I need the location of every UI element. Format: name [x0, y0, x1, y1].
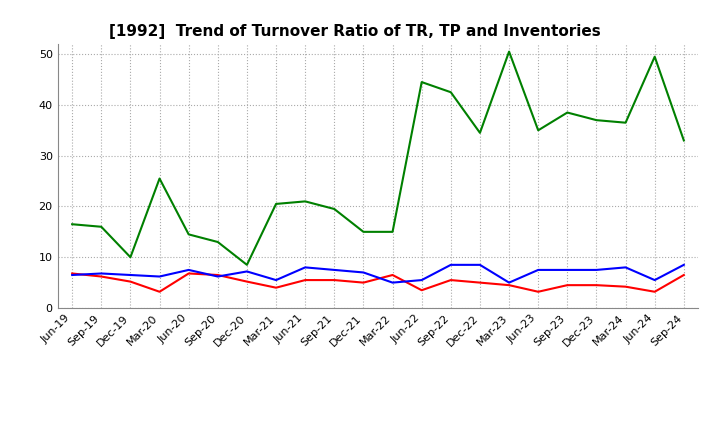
Trade Receivables: [388, 272, 397, 278]
Trade Payables: [330, 267, 338, 272]
Inventories: [476, 130, 485, 136]
Inventories: [213, 239, 222, 245]
Inventories: [330, 206, 338, 212]
Trade Receivables: [680, 272, 688, 278]
Trade Payables: [156, 274, 164, 279]
Trade Payables: [359, 270, 368, 275]
Trade Payables: [126, 272, 135, 278]
Trade Payables: [592, 267, 600, 272]
Trade Receivables: [184, 271, 193, 276]
Trade Payables: [184, 267, 193, 272]
Trade Receivables: [650, 289, 659, 294]
Inventories: [126, 255, 135, 260]
Inventories: [68, 222, 76, 227]
Trade Receivables: [243, 279, 251, 284]
Trade Receivables: [126, 279, 135, 284]
Trade Receivables: [446, 278, 455, 283]
Trade Payables: [446, 262, 455, 268]
Trade Receivables: [505, 282, 513, 288]
Line: Inventories: Inventories: [72, 51, 684, 265]
Trade Receivables: [476, 280, 485, 285]
Trade Receivables: [359, 280, 368, 285]
Trade Receivables: [213, 272, 222, 278]
Inventories: [650, 54, 659, 59]
Trade Receivables: [301, 278, 310, 283]
Inventories: [563, 110, 572, 115]
Trade Receivables: [592, 282, 600, 288]
Trade Payables: [534, 267, 543, 272]
Trade Receivables: [156, 289, 164, 294]
Inventories: [621, 120, 630, 125]
Trade Receivables: [271, 285, 280, 290]
Trade Receivables: [330, 278, 338, 283]
Inventories: [301, 199, 310, 204]
Inventories: [446, 90, 455, 95]
Trade Payables: [243, 269, 251, 274]
Trade Payables: [650, 278, 659, 283]
Inventories: [243, 262, 251, 268]
Trade Payables: [68, 272, 76, 278]
Inventories: [505, 49, 513, 54]
Trade Receivables: [97, 274, 106, 279]
Trade Payables: [680, 262, 688, 268]
Trade Payables: [621, 265, 630, 270]
Trade Receivables: [621, 284, 630, 290]
Trade Receivables: [68, 271, 76, 276]
Text: [1992]  Trend of Turnover Ratio of TR, TP and Inventories: [1992] Trend of Turnover Ratio of TR, TP…: [109, 24, 600, 39]
Line: Trade Receivables: Trade Receivables: [72, 274, 684, 292]
Inventories: [184, 232, 193, 237]
Trade Payables: [418, 278, 426, 283]
Trade Payables: [388, 280, 397, 285]
Trade Payables: [213, 274, 222, 279]
Trade Receivables: [563, 282, 572, 288]
Trade Receivables: [534, 289, 543, 294]
Inventories: [359, 229, 368, 235]
Trade Payables: [301, 265, 310, 270]
Inventories: [388, 229, 397, 235]
Inventories: [271, 201, 280, 206]
Inventories: [418, 80, 426, 85]
Trade Payables: [563, 267, 572, 272]
Inventories: [680, 138, 688, 143]
Trade Payables: [271, 278, 280, 283]
Inventories: [156, 176, 164, 181]
Inventories: [534, 128, 543, 133]
Trade Payables: [476, 262, 485, 268]
Trade Receivables: [418, 288, 426, 293]
Trade Payables: [97, 271, 106, 276]
Line: Trade Payables: Trade Payables: [72, 265, 684, 282]
Trade Payables: [505, 280, 513, 285]
Inventories: [592, 117, 600, 123]
Inventories: [97, 224, 106, 229]
